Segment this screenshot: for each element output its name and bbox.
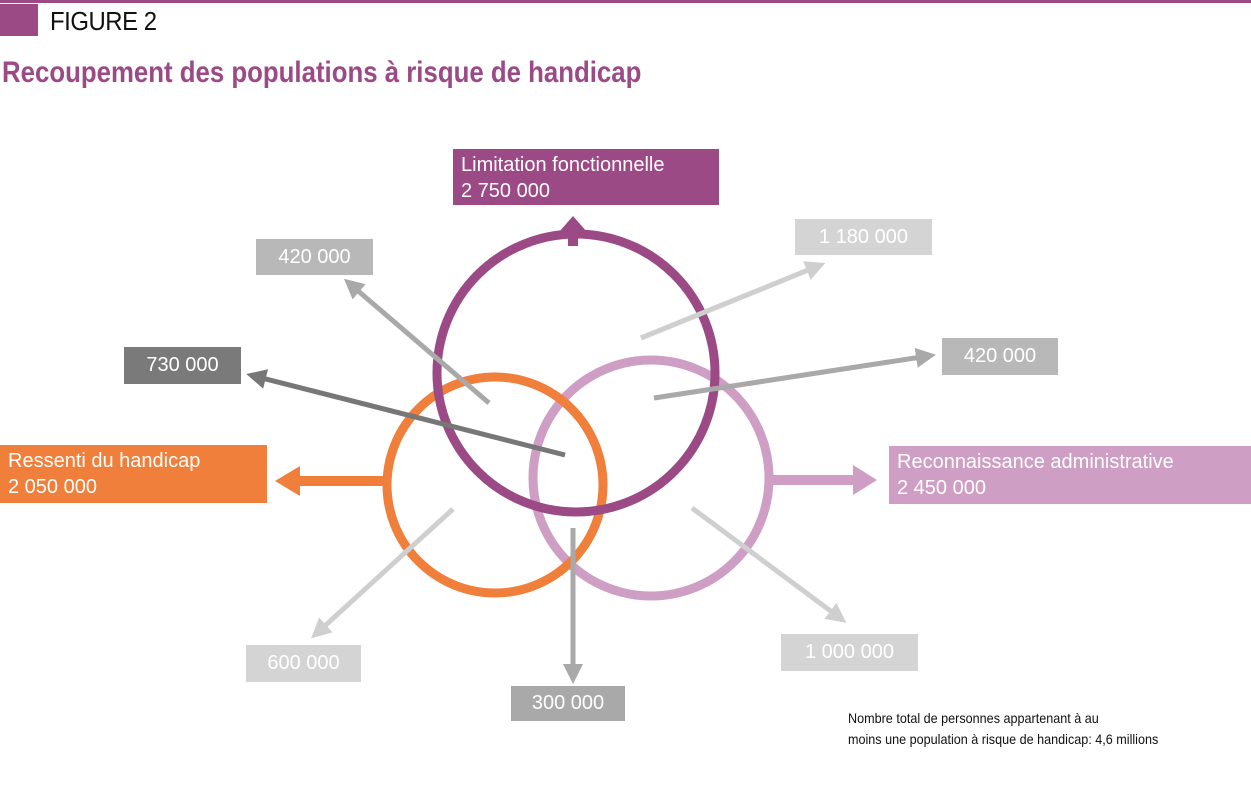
arrow-ressenti-only: [311, 507, 455, 639]
footnote-line-2: moins une population à risque de handica…: [848, 731, 1159, 747]
label-limitation-name: Limitation fonctionnelle: [461, 154, 665, 176]
label-ressenti-name: Ressenti du handicap: [8, 450, 201, 472]
value-limitation-only: 1 180 000: [795, 219, 932, 255]
figure-title: Recoupement des populations à risque de …: [2, 56, 642, 89]
label-ressenti-value: 2 050 000: [8, 476, 97, 498]
circle-ressenti: [382, 372, 608, 598]
footnote: Nombre total de personnes appartenant à …: [848, 708, 1158, 750]
arrow-limitation-ressenti: [343, 278, 491, 405]
label-reconnaissance-value: 2 450 000: [897, 477, 986, 499]
value-ressenti-only: 600 000: [246, 645, 361, 682]
value-all-three: 730 000: [124, 347, 241, 384]
value-limitation-ressenti: 420 000: [256, 239, 373, 275]
arrow-limitation-only: [640, 261, 826, 341]
value-ressenti-reconnaissance: 300 000: [511, 686, 625, 721]
arrow-limitation: [559, 216, 587, 246]
circle-limitation: [432, 229, 720, 517]
top-rule: [0, 0, 1251, 3]
arrow-reconnaissance-only: [690, 505, 847, 623]
label-limitation: Limitation fonctionnelle 2 750 000: [453, 149, 719, 205]
arrow-ressenti: [275, 466, 383, 496]
label-reconnaissance: Reconnaissance administrative 2 450 000: [889, 446, 1251, 504]
circle-reconnaissance: [528, 355, 774, 601]
arrow-all-three: [246, 369, 566, 458]
value-reconnaissance-only: 1 000 000: [781, 634, 918, 671]
label-reconnaissance-name: Reconnaissance administrative: [897, 451, 1174, 473]
value-limitation-reconnaissance: 420 000: [942, 338, 1058, 375]
footnote-line-1: Nombre total de personnes appartenant à …: [848, 710, 1099, 726]
label-limitation-value: 2 750 000: [461, 180, 550, 202]
figure-label: FIGURE 2: [50, 6, 157, 36]
arrow-reconnaissance: [773, 465, 877, 495]
figure-marker: [0, 4, 38, 36]
label-ressenti: Ressenti du handicap 2 050 000: [0, 445, 267, 503]
arrow-limitation-reconnaissance: [653, 347, 936, 401]
